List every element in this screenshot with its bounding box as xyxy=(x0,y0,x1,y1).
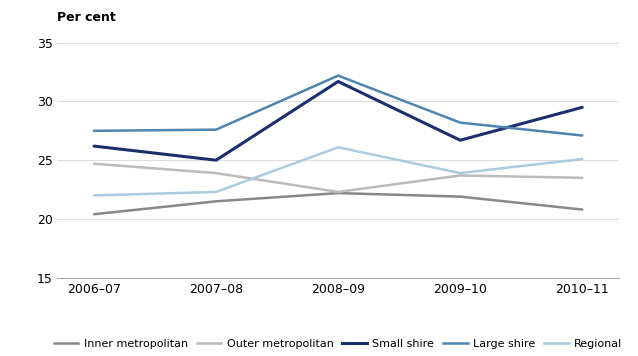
Text: Per cent: Per cent xyxy=(57,11,116,24)
Legend: Inner metropolitan, Outer metropolitan, Small shire, Large shire, Regional: Inner metropolitan, Outer metropolitan, … xyxy=(49,335,627,354)
